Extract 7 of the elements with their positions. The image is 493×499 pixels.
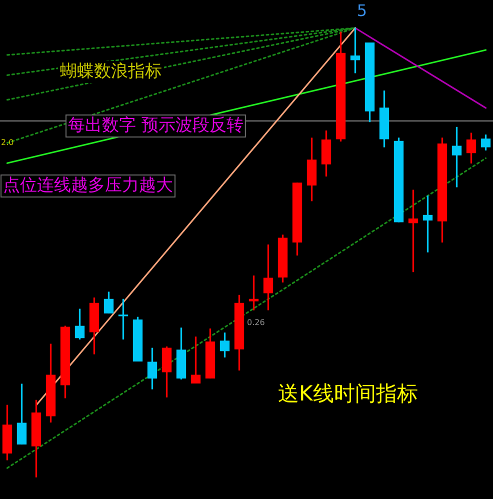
annotation: 蝴蝶数浪指标 bbox=[60, 61, 162, 82]
annotation: 每出数字 预示波段反转 bbox=[68, 115, 244, 136]
text: 5 bbox=[356, 1, 368, 20]
annotation: 2.0 bbox=[1, 138, 14, 148]
annotation: 送K线时间指标 bbox=[278, 381, 418, 406]
annotation: 0.26 bbox=[247, 318, 265, 328]
annotation: 点位连线越多压力越大 bbox=[3, 175, 173, 196]
